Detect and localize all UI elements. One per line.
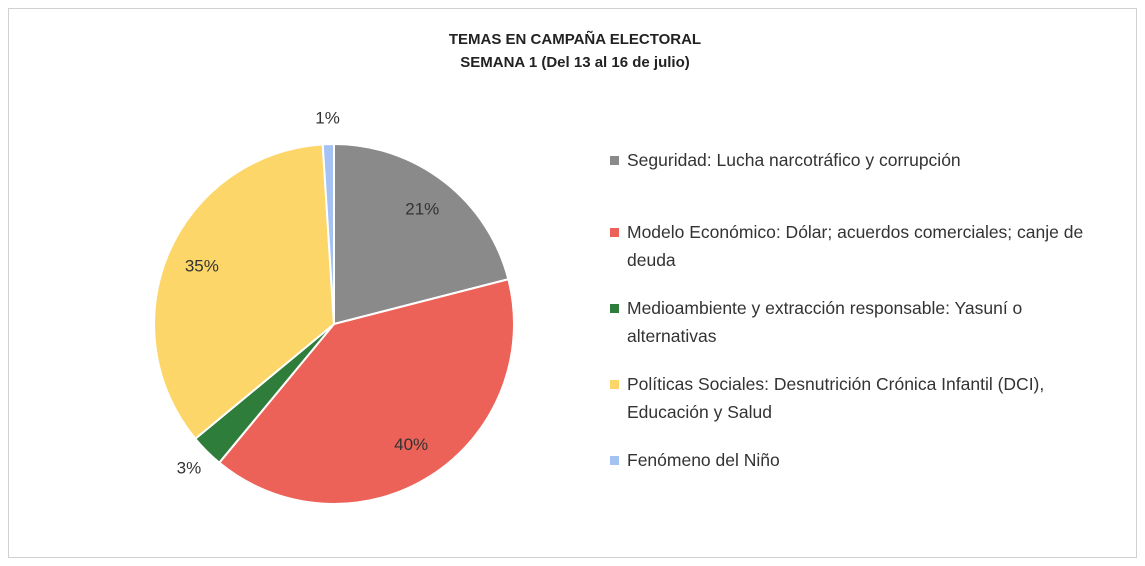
legend-swatch [610, 456, 619, 465]
data-label: 3% [177, 459, 202, 478]
data-label: 21% [405, 200, 439, 219]
legend-label: Modelo Económico: Dólar; acuerdos comerc… [627, 222, 1084, 270]
data-label: 35% [185, 256, 219, 275]
data-label: 1% [315, 108, 340, 127]
legend-swatch [610, 380, 619, 389]
legend-label: Fenómeno del Niño [627, 450, 780, 470]
legend-swatch [610, 228, 619, 237]
legend-item: Fenómeno del Niño [610, 446, 1110, 474]
chart-subtitle: SEMANA 1 (Del 13 al 16 de julio) [460, 54, 690, 71]
legend-item: Medioambiente y extracción responsable: … [610, 294, 1110, 350]
legend-item: Modelo Económico: Dólar; acuerdos comerc… [610, 218, 1110, 274]
pie-slice [153, 143, 336, 441]
chart-title: TEMAS EN CAMPAÑA ELECTORAL [449, 30, 701, 48]
data-label: 40% [394, 435, 428, 454]
legend-swatch [610, 156, 619, 165]
legend-label: Seguridad: Lucha narcotráfico y corrupci… [627, 150, 961, 170]
legend-item: Políticas Sociales: Desnutrición Crónica… [610, 370, 1110, 426]
legend-label: Medioambiente y extracción responsable: … [627, 298, 1023, 346]
legend-swatch [610, 304, 619, 313]
legend-item: Seguridad: Lucha narcotráfico y corrupci… [610, 146, 1110, 174]
pie-slice [217, 278, 515, 505]
legend-label: Políticas Sociales: Desnutrición Crónica… [627, 374, 1045, 422]
pie-slice [321, 142, 335, 325]
legend: Seguridad: Lucha narcotráfico y corrupci… [596, 130, 1118, 490]
pie-slice [333, 142, 510, 326]
